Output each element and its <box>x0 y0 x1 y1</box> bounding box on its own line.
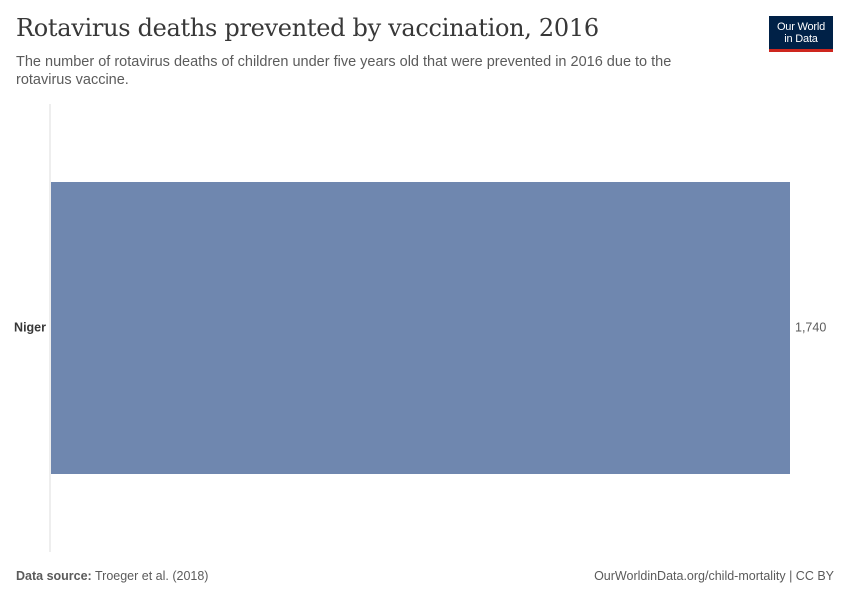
data-source-label: Data source: <box>16 569 92 583</box>
logo-line-1: Our World <box>776 20 826 33</box>
logo-line-2: in Data <box>784 32 818 45</box>
license-label: CC BY <box>795 569 834 583</box>
footer-separator: | <box>789 569 793 583</box>
value-label: 1,740 <box>795 320 826 334</box>
source-link[interactable]: OurWorldinData.org/child-mortality <box>594 569 786 583</box>
bar-niger[interactable] <box>51 182 790 474</box>
chart-title: Rotavirus deaths prevented by vaccinatio… <box>16 14 599 42</box>
owid-logo[interactable]: Our World in Data <box>769 16 833 52</box>
data-source: Data source: Troeger et al. (2018) <box>16 569 208 583</box>
data-source-value: Troeger et al. (2018) <box>94 569 209 583</box>
category-label: Niger <box>14 320 46 334</box>
bars-layer: Niger 1,740 <box>14 182 826 474</box>
footer-credit: OurWorldinData.org/child-mortality | CC … <box>594 569 834 583</box>
chart-subtitle: The number of rotavirus deaths of childr… <box>16 54 672 88</box>
